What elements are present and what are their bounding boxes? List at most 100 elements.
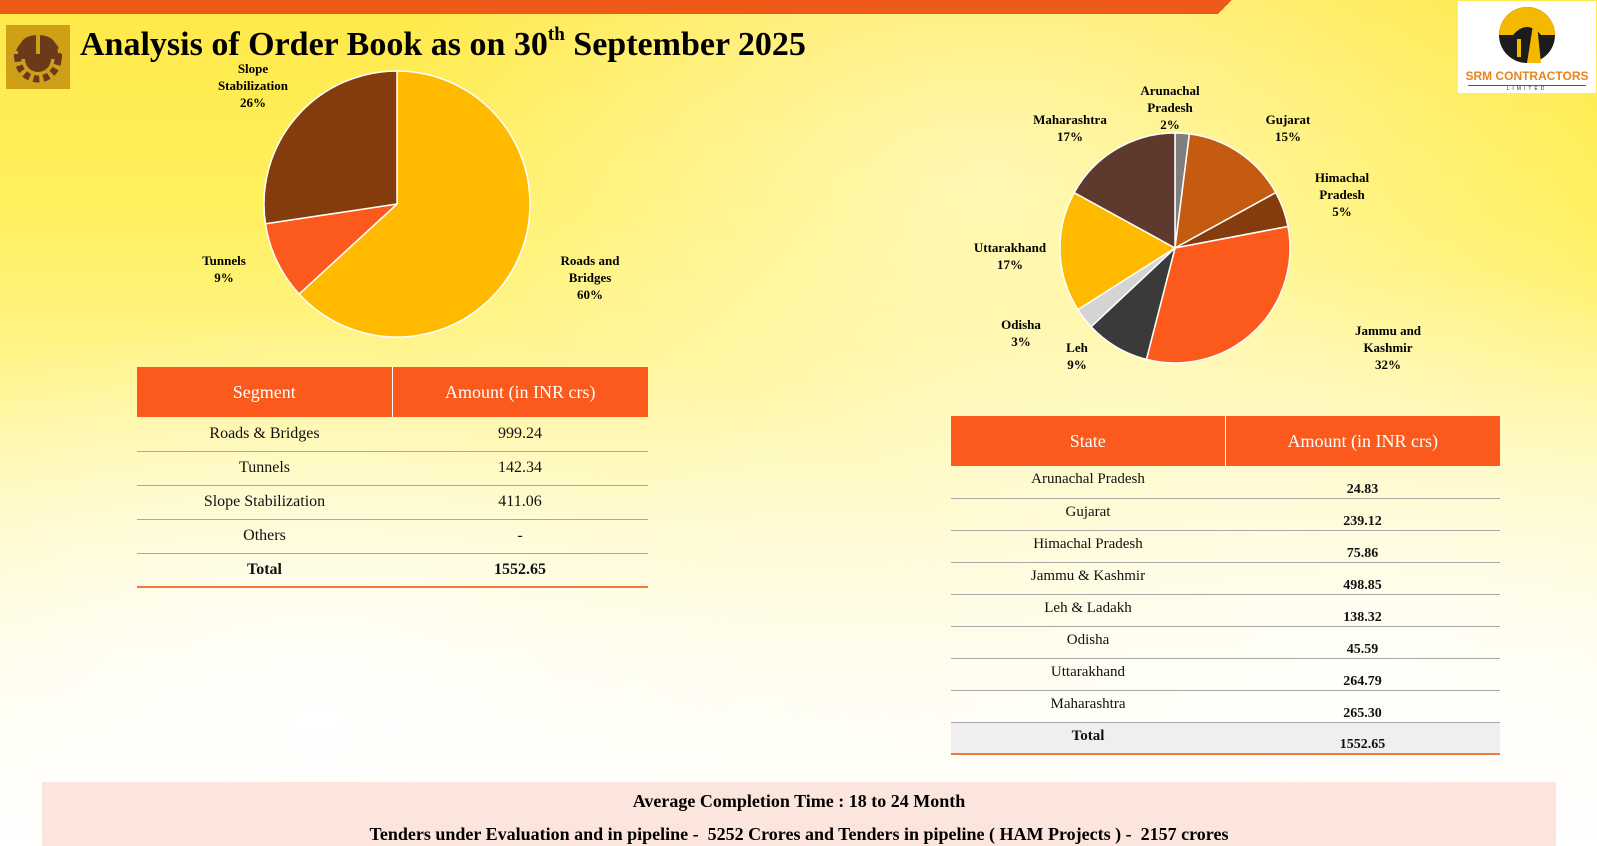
segment-amount: 142.34 xyxy=(392,451,648,486)
segment-table-header: Segment Amount (in INR crs) xyxy=(137,367,648,417)
footer-tenders: Tenders under Evaluation and in pipeline… xyxy=(369,824,1229,844)
table-total-row: Total 1552.65 xyxy=(137,553,648,588)
pie2-label-gujarat: Gujarat 15% xyxy=(1250,111,1326,145)
pie2-label-uttarakhand-pct: 17% xyxy=(997,257,1023,272)
state-slice-maharashtra xyxy=(1073,132,1176,250)
pie2-label-jk: Jammu and Kashmir 32% xyxy=(1344,322,1432,373)
segment-amount: 411.06 xyxy=(392,485,648,520)
pie2-label-arunachal: Arunachal Pradesh 2% xyxy=(1128,82,1212,133)
footer-completion-time: Average Completion Time : 18 to 24 Month xyxy=(632,791,966,811)
table-row: Arunachal Pradesh 24.83 xyxy=(951,466,1500,499)
page-title: Analysis of Order Book as on 30th Septem… xyxy=(80,24,806,64)
table-row: Maharashtra 265.30 xyxy=(951,690,1500,723)
pie1-label-slope-name: Slope Stabilization xyxy=(217,61,289,93)
pie2-label-odisha-name: Odisha xyxy=(1001,317,1041,332)
segment-header-segment: Segment xyxy=(137,367,392,417)
state-amount: 75.86 xyxy=(1225,530,1500,563)
pie2-label-leh-name: Leh xyxy=(1066,340,1088,355)
state-header-amount: Amount (in INR crs) xyxy=(1224,416,1500,466)
title-rest: September 2025 xyxy=(564,26,806,63)
company-name: SRM CONTRACTORS xyxy=(1465,69,1589,83)
segment-name: Roads & Bridges xyxy=(137,417,392,452)
pie1-label-tunnels-name: Tunnels xyxy=(202,253,246,268)
table-row: Others - xyxy=(137,519,648,554)
company-logo: SRM CONTRACTORS LIMITED xyxy=(1458,1,1596,93)
pie1-label-roads-name: Roads and Bridges xyxy=(560,253,620,285)
pie2-label-gujarat-name: Gujarat xyxy=(1265,112,1311,127)
segment-amount: 999.24 xyxy=(392,417,648,452)
state-name: Odisha xyxy=(951,626,1225,659)
pie2-label-leh-pct: 9% xyxy=(1067,357,1087,372)
state-total-label: Total xyxy=(951,722,1225,755)
pie2-label-arunachal-name: Arunachal Pradesh xyxy=(1140,83,1200,115)
pie2-label-arunachal-pct: 2% xyxy=(1160,117,1180,132)
table-total-row: Total 1552.65 xyxy=(951,722,1500,755)
segment-pie-chart xyxy=(263,70,531,338)
pie2-label-maharashtra-name: Maharashtra xyxy=(1033,112,1107,127)
table-row: Gujarat 239.12 xyxy=(951,498,1500,531)
state-amount: 45.59 xyxy=(1225,626,1500,659)
state-amount: 138.32 xyxy=(1225,594,1500,627)
pie1-label-roads: Roads and Bridges 60% xyxy=(548,252,632,303)
state-table: State Amount (in INR crs) Arunachal Prad… xyxy=(951,416,1500,755)
state-slice-gujarat xyxy=(1174,133,1277,250)
pie2-label-jk-name: Jammu and Kashmir xyxy=(1354,323,1422,355)
pie2-label-himachal: Himachal Pradesh 5% xyxy=(1302,169,1382,220)
table-row: Himachal Pradesh 75.86 xyxy=(951,530,1500,563)
pie2-label-uttarakhand-name: Uttarakhand xyxy=(973,240,1047,255)
state-slice-jammu-and-kashmir xyxy=(1145,225,1291,364)
segment-total-amount: 1552.65 xyxy=(392,553,648,588)
table-row: Tunnels 142.34 xyxy=(137,451,648,486)
state-amount: 498.85 xyxy=(1225,562,1500,595)
table-row: Leh & Ladakh 138.32 xyxy=(951,594,1500,627)
pie1-label-slope: Slope Stabilization 26% xyxy=(208,60,298,111)
pie2-label-jk-pct: 32% xyxy=(1375,357,1401,372)
segment-slice-slope-stabilization xyxy=(263,70,398,225)
state-name: Maharashtra xyxy=(951,690,1225,723)
state-amount: 24.83 xyxy=(1225,466,1500,499)
title-sup: th xyxy=(547,24,565,45)
top-accent-bar xyxy=(0,0,1210,14)
state-table-header: State Amount (in INR crs) xyxy=(951,416,1500,466)
segment-header-amount: Amount (in INR crs) xyxy=(391,367,648,417)
pie2-label-himachal-pct: 5% xyxy=(1332,204,1352,219)
pie2-label-leh: Leh 9% xyxy=(1055,339,1099,373)
segment-slice-roads-and-bridges xyxy=(298,70,531,338)
segment-name: Others xyxy=(137,519,392,554)
segment-slice-tunnels xyxy=(264,202,400,296)
table-row: Uttarakhand 264.79 xyxy=(951,658,1500,691)
table-row: Slope Stabilization 411.06 xyxy=(137,485,648,520)
pie2-label-odisha: Odisha 3% xyxy=(992,316,1050,350)
pie1-label-slope-pct: 26% xyxy=(240,95,266,110)
state-pie-chart xyxy=(1059,132,1291,364)
state-name: Uttarakhand xyxy=(951,658,1225,691)
segment-name: Slope Stabilization xyxy=(137,485,392,520)
state-name: Gujarat xyxy=(951,498,1225,531)
pie1-label-roads-pct: 60% xyxy=(577,287,603,302)
helmet-gear-icon xyxy=(6,25,70,89)
pie2-label-himachal-name: Himachal Pradesh xyxy=(1314,170,1370,202)
pie1-label-tunnels: Tunnels 9% xyxy=(184,252,264,286)
state-total-amount: 1552.65 xyxy=(1225,722,1500,755)
title-main: Analysis of Order Book as on 30 xyxy=(80,26,548,63)
state-name: Jammu & Kashmir xyxy=(951,562,1225,595)
state-amount: 264.79 xyxy=(1225,658,1500,691)
table-row: Jammu & Kashmir 498.85 xyxy=(951,562,1500,595)
state-name: Arunachal Pradesh xyxy=(951,466,1225,499)
segment-amount: - xyxy=(392,519,648,554)
state-name: Leh & Ladakh xyxy=(951,594,1225,627)
state-header-state: State xyxy=(951,416,1225,466)
company-sub: LIMITED xyxy=(1468,85,1586,92)
segment-table: Segment Amount (in INR crs) Roads & Brid… xyxy=(137,367,648,588)
road-logo-icon xyxy=(1499,7,1555,63)
pie2-label-uttarakhand: Uttarakhand 17% xyxy=(960,239,1060,273)
table-row: Odisha 45.59 xyxy=(951,626,1500,659)
segment-total-label: Total xyxy=(137,553,392,588)
footer-panel: Average Completion Time : 18 to 24 Month… xyxy=(42,782,1556,846)
state-slice-uttarakhand xyxy=(1059,191,1177,311)
pie2-label-maharashtra: Maharashtra 17% xyxy=(1022,111,1118,145)
state-amount: 239.12 xyxy=(1225,498,1500,531)
pie2-label-odisha-pct: 3% xyxy=(1011,334,1031,349)
pie1-label-tunnels-pct: 9% xyxy=(214,270,234,285)
pie2-label-maharashtra-pct: 17% xyxy=(1057,129,1083,144)
